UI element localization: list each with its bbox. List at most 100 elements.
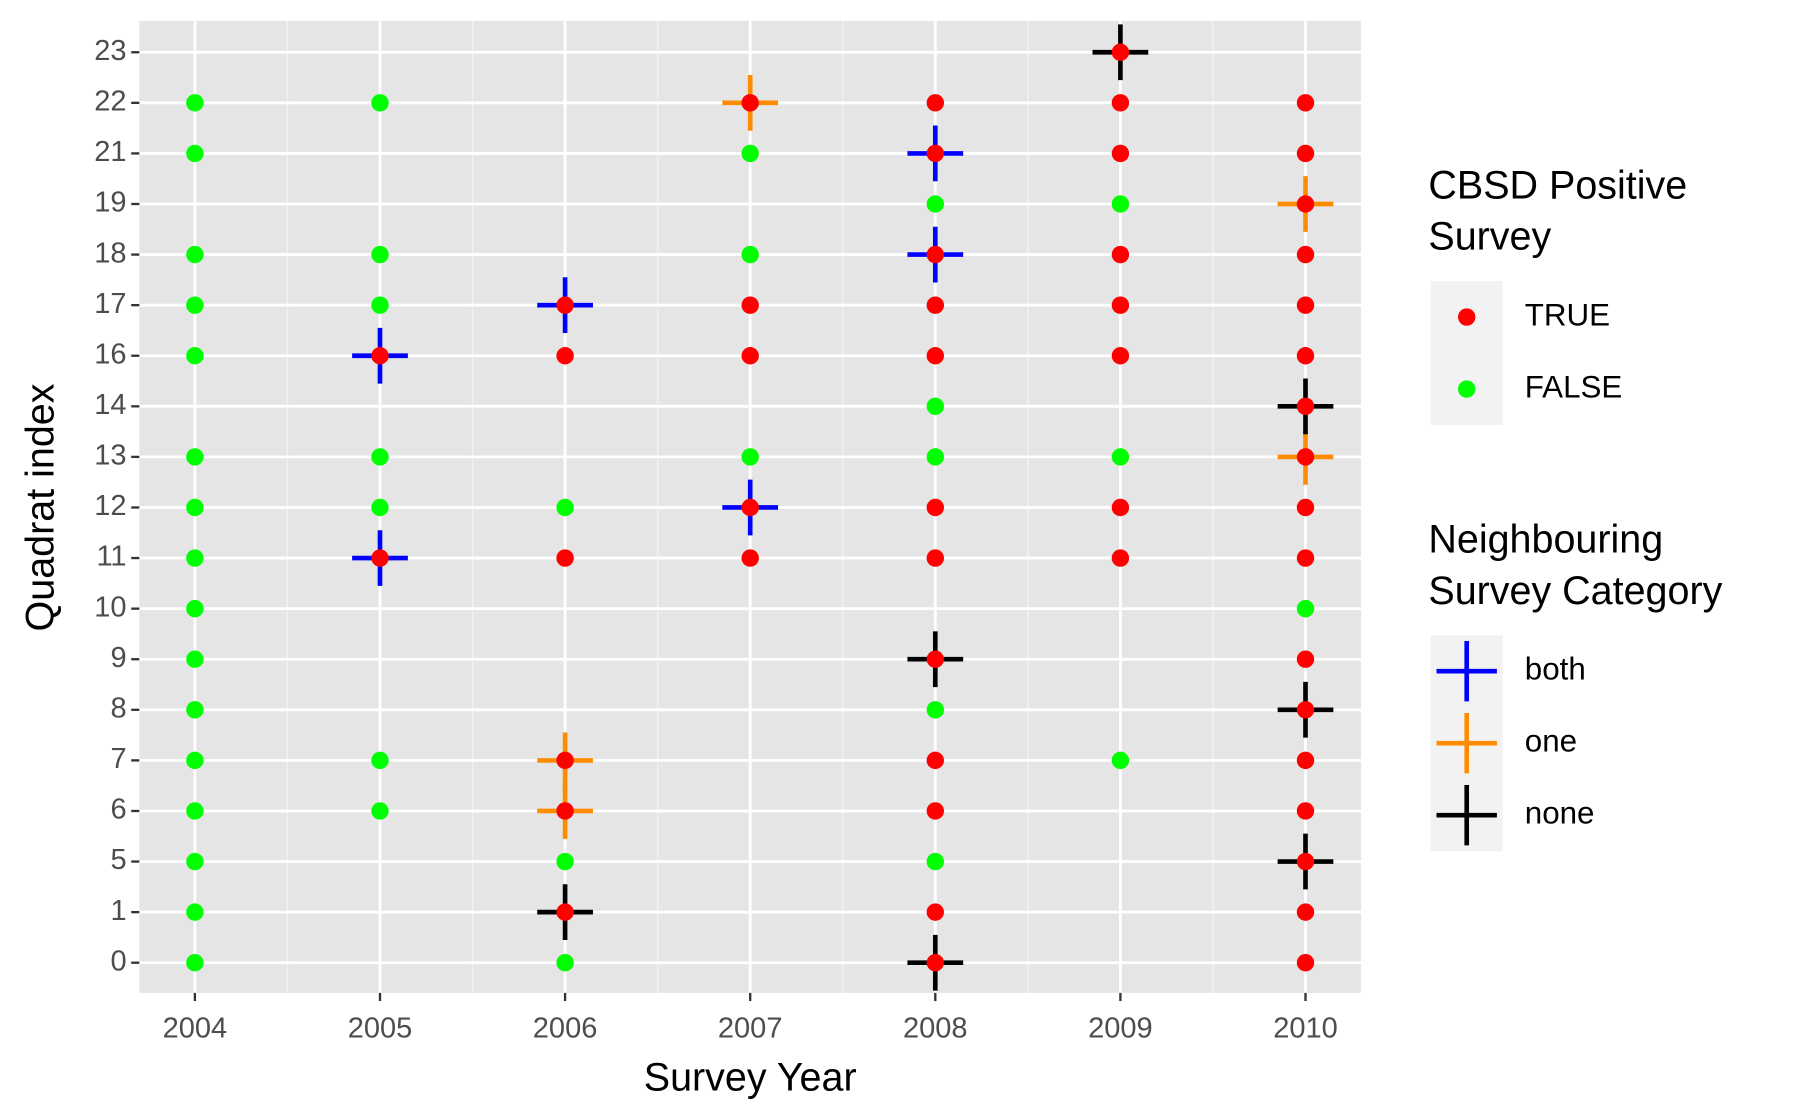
point bbox=[556, 347, 574, 365]
point bbox=[741, 296, 759, 314]
y-tick-label: 16 bbox=[94, 338, 126, 370]
point bbox=[1296, 701, 1315, 719]
y-tick-label: 9 bbox=[110, 642, 126, 674]
point bbox=[556, 802, 574, 820]
y-tick-label: 8 bbox=[110, 692, 126, 724]
point bbox=[1296, 852, 1315, 871]
point bbox=[556, 296, 574, 314]
point bbox=[371, 94, 389, 112]
point bbox=[926, 954, 945, 972]
point bbox=[1296, 650, 1315, 668]
point bbox=[741, 144, 759, 163]
point bbox=[371, 549, 389, 567]
point bbox=[1111, 43, 1130, 61]
point bbox=[556, 498, 574, 517]
point bbox=[186, 296, 204, 314]
point bbox=[186, 599, 204, 618]
point bbox=[186, 245, 204, 264]
legend-label: one bbox=[1525, 724, 1577, 759]
point bbox=[556, 903, 574, 921]
point bbox=[186, 347, 204, 365]
point bbox=[1111, 296, 1130, 314]
point bbox=[1296, 498, 1315, 517]
y-tick-label: 7 bbox=[110, 743, 126, 775]
point bbox=[1111, 347, 1130, 365]
point bbox=[1111, 448, 1130, 466]
point bbox=[741, 549, 759, 567]
y-tick-label: 10 bbox=[94, 591, 126, 623]
y-tick-label: 11 bbox=[96, 541, 126, 573]
point bbox=[186, 448, 204, 466]
point bbox=[926, 195, 945, 213]
point bbox=[1296, 751, 1315, 770]
point bbox=[186, 852, 204, 871]
point bbox=[1296, 347, 1315, 365]
point bbox=[556, 751, 574, 770]
x-tick-label: 2010 bbox=[1273, 1013, 1338, 1045]
x-tick-label: 2008 bbox=[903, 1013, 968, 1045]
point bbox=[926, 296, 945, 314]
point bbox=[186, 144, 204, 163]
legend-title: Survey bbox=[1428, 215, 1551, 259]
point bbox=[741, 448, 759, 466]
point bbox=[926, 397, 945, 416]
point bbox=[371, 498, 389, 517]
point bbox=[926, 498, 945, 517]
x-tick-label: 2006 bbox=[533, 1013, 598, 1045]
legend-symbol bbox=[1458, 380, 1476, 398]
y-tick-label: 5 bbox=[110, 844, 126, 876]
point bbox=[1111, 245, 1130, 264]
point bbox=[1296, 144, 1315, 163]
y-tick-label: 17 bbox=[94, 288, 126, 320]
point bbox=[1296, 599, 1315, 618]
point bbox=[926, 701, 945, 719]
y-tick-label: 0 bbox=[110, 945, 126, 977]
point bbox=[926, 751, 945, 770]
legend-symbol bbox=[1436, 713, 1497, 774]
point bbox=[186, 498, 204, 517]
point bbox=[926, 347, 945, 365]
y-tick-label: 19 bbox=[94, 187, 126, 219]
point bbox=[556, 549, 574, 567]
point bbox=[556, 954, 574, 972]
point bbox=[371, 751, 389, 770]
x-tick-label: 2004 bbox=[163, 1013, 228, 1045]
point bbox=[1111, 195, 1130, 213]
legend-title: Neighbouring bbox=[1428, 518, 1663, 562]
point bbox=[741, 245, 759, 264]
point bbox=[186, 701, 204, 719]
point bbox=[186, 549, 204, 567]
point bbox=[186, 903, 204, 921]
y-tick-label: 12 bbox=[94, 490, 126, 522]
point bbox=[741, 94, 759, 112]
point bbox=[1296, 802, 1315, 820]
x-tick-label: 2007 bbox=[718, 1013, 783, 1045]
point bbox=[926, 245, 945, 264]
point bbox=[371, 802, 389, 820]
point bbox=[371, 448, 389, 466]
point bbox=[926, 144, 945, 163]
point bbox=[1111, 94, 1130, 112]
legend-label: FALSE bbox=[1525, 369, 1623, 404]
point bbox=[1296, 549, 1315, 567]
legend-symbol bbox=[1436, 641, 1497, 702]
point bbox=[926, 903, 945, 921]
y-tick-label: 18 bbox=[94, 237, 126, 269]
y-tick-label: 23 bbox=[94, 35, 126, 67]
point bbox=[1296, 397, 1315, 416]
point bbox=[1296, 448, 1315, 466]
point bbox=[1296, 94, 1315, 112]
point bbox=[1296, 296, 1315, 314]
point bbox=[926, 448, 945, 466]
point bbox=[926, 852, 945, 871]
legend-symbol bbox=[1436, 785, 1497, 846]
point bbox=[1296, 245, 1315, 264]
point bbox=[1111, 144, 1130, 163]
legend-label: none bbox=[1525, 796, 1595, 831]
legend-label: both bbox=[1525, 652, 1586, 687]
point bbox=[186, 751, 204, 770]
point bbox=[1111, 549, 1130, 567]
point bbox=[556, 852, 574, 871]
